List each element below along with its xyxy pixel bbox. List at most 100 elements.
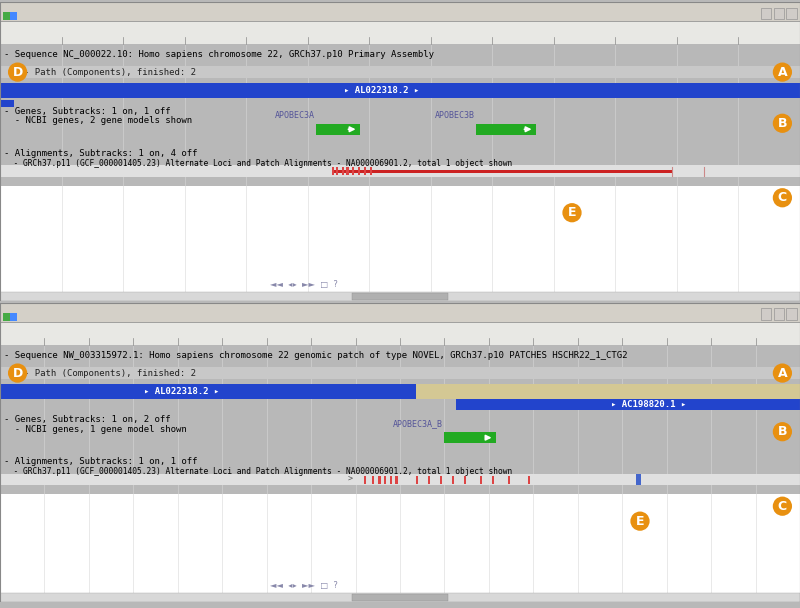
Bar — [372, 475, 374, 483]
Bar — [395, 475, 398, 483]
Bar — [464, 475, 466, 483]
Text: 39,370 K: 39,370 K — [565, 27, 605, 36]
Bar — [444, 432, 496, 443]
Bar — [786, 7, 797, 19]
Bar — [3, 12, 10, 20]
Text: APOBEC3B: APOBEC3B — [434, 111, 474, 120]
Bar — [384, 475, 386, 483]
Bar — [528, 475, 530, 483]
Text: - NCBI genes, 1 gene model shown: - NCBI genes, 1 gene model shown — [4, 425, 186, 434]
Bar — [0, 292, 800, 301]
Text: APOBEC3A_B: APOBEC3A_B — [393, 420, 442, 429]
Text: 85 K: 85 K — [723, 328, 743, 337]
Bar — [0, 186, 800, 292]
Text: ▸ AC198820.1 ▸: ▸ AC198820.1 ▸ — [611, 400, 686, 409]
Bar — [440, 475, 442, 483]
Bar — [364, 475, 366, 483]
Bar — [378, 475, 381, 483]
Bar — [3, 313, 10, 321]
Bar — [0, 83, 800, 97]
Text: >: > — [348, 475, 353, 484]
Text: ▸ AL022318.2 ▸: ▸ AL022318.2 ▸ — [344, 86, 419, 95]
Bar — [0, 593, 800, 602]
Text: - Path (Components), finished: 2: - Path (Components), finished: 2 — [24, 368, 196, 378]
Text: 39,400 K: 39,400 K — [750, 27, 790, 36]
Text: 39,380 K: 39,380 K — [626, 27, 666, 36]
Text: Dr NC_000022.10 (Graphical View) [New Project]: Dr NC_000022.10 (Graphical View) [New Pr… — [22, 6, 261, 17]
Bar — [358, 167, 360, 175]
Text: A: A — [778, 367, 787, 379]
Bar — [786, 308, 797, 320]
Bar — [416, 475, 418, 483]
Bar — [352, 167, 354, 175]
Text: APOBEC3A: APOBEC3A — [274, 111, 314, 120]
Bar — [0, 2, 800, 21]
Text: 75 K: 75 K — [634, 328, 654, 337]
Text: ▸ AL022318.2 ▸: ▸ AL022318.2 ▸ — [144, 387, 219, 396]
Text: F: NW_003315972.1 (Graphical View) [New Project]: F: NW_003315972.1 (Graphical View) [New … — [22, 307, 273, 318]
Bar — [0, 494, 800, 593]
Text: 45 K: 45 K — [368, 328, 388, 337]
Text: 80 K: 80 K — [679, 328, 699, 337]
Bar — [0, 66, 800, 78]
Bar — [416, 384, 800, 398]
Text: - NCBI genes, 2 gene models shown: - NCBI genes, 2 gene models shown — [4, 116, 192, 125]
Text: 65 K: 65 K — [546, 328, 566, 337]
Bar — [342, 167, 344, 175]
Text: 10 K: 10 K — [57, 328, 77, 337]
Text: 39,310 K: 39,310 K — [195, 27, 235, 36]
Text: 60 K: 60 K — [501, 328, 521, 337]
Text: 90 K: 90 K — [768, 328, 788, 337]
Text: 39,390 K: 39,390 K — [688, 27, 728, 36]
Text: 39,280 K: 39,280 K — [10, 27, 50, 36]
Bar — [774, 7, 784, 19]
Bar — [370, 167, 372, 175]
Text: - Path (Components), finished: 2: - Path (Components), finished: 2 — [24, 67, 196, 77]
Text: 39,320 K: 39,320 K — [257, 27, 297, 36]
Text: 30 K: 30 K — [234, 328, 254, 337]
Text: D: D — [13, 66, 22, 78]
Bar — [352, 294, 448, 300]
Text: 39,350 K: 39,350 K — [442, 27, 482, 36]
Text: 35 K: 35 K — [279, 328, 299, 337]
Text: - Alignments, Subtracks: 1 on, 1 off: - Alignments, Subtracks: 1 on, 1 off — [4, 457, 198, 466]
Bar — [364, 167, 366, 175]
Text: C: C — [778, 192, 787, 204]
Bar — [492, 475, 494, 483]
Bar — [352, 595, 448, 601]
Text: 20 K: 20 K — [146, 328, 166, 337]
Text: 50 K: 50 K — [412, 328, 432, 337]
Bar — [0, 322, 800, 345]
Bar — [336, 167, 338, 175]
Bar — [0, 165, 800, 177]
Text: 15 K: 15 K — [101, 328, 121, 337]
Text: - Sequence NW_003315972.1: Homo sapiens chromosome 22 genomic patch of type NOVE: - Sequence NW_003315972.1: Homo sapiens … — [4, 351, 627, 360]
Text: - Genes, Subtracks: 1 on, 2 off: - Genes, Subtracks: 1 on, 2 off — [4, 415, 170, 424]
Bar — [761, 308, 771, 320]
Bar — [761, 7, 771, 19]
Text: 55 K: 55 K — [457, 328, 477, 337]
Text: 39,330 K: 39,330 K — [318, 27, 358, 36]
Text: - GRCh37.p11 (GCF_000001405.23) Alternate Loci and Patch Alignments - NA00000690: - GRCh37.p11 (GCF_000001405.23) Alternat… — [4, 159, 512, 168]
Text: 39,290 K: 39,290 K — [72, 27, 112, 36]
Text: 39,300 K: 39,300 K — [134, 27, 174, 36]
Bar — [332, 170, 672, 173]
Bar — [332, 167, 334, 175]
Text: - Sequence NC_000022.10: Homo sapiens chromosome 22, GRCh37.p10 Primary Assembly: - Sequence NC_000022.10: Homo sapiens ch… — [4, 50, 434, 59]
Text: - Genes, Subtracks: 1 on, 1 off: - Genes, Subtracks: 1 on, 1 off — [4, 106, 170, 116]
Bar — [476, 123, 536, 135]
Text: 39,360 K: 39,360 K — [503, 27, 543, 36]
Text: 5 K: 5 K — [14, 328, 30, 337]
Text: E: E — [636, 514, 644, 528]
Text: - Alignments, Subtracks: 1 on, 4 off: - Alignments, Subtracks: 1 on, 4 off — [4, 149, 198, 158]
Bar — [508, 475, 510, 483]
Bar — [428, 475, 430, 483]
Text: 40 K: 40 K — [323, 328, 343, 337]
Bar — [346, 167, 349, 175]
Bar — [774, 308, 784, 320]
Bar — [10, 313, 17, 321]
Text: ◄◄  ◂▸  ►►  □  ?: ◄◄ ◂▸ ►► □ ? — [270, 280, 338, 289]
Bar — [0, 21, 800, 44]
Bar — [636, 474, 641, 485]
Text: A: A — [778, 66, 787, 78]
